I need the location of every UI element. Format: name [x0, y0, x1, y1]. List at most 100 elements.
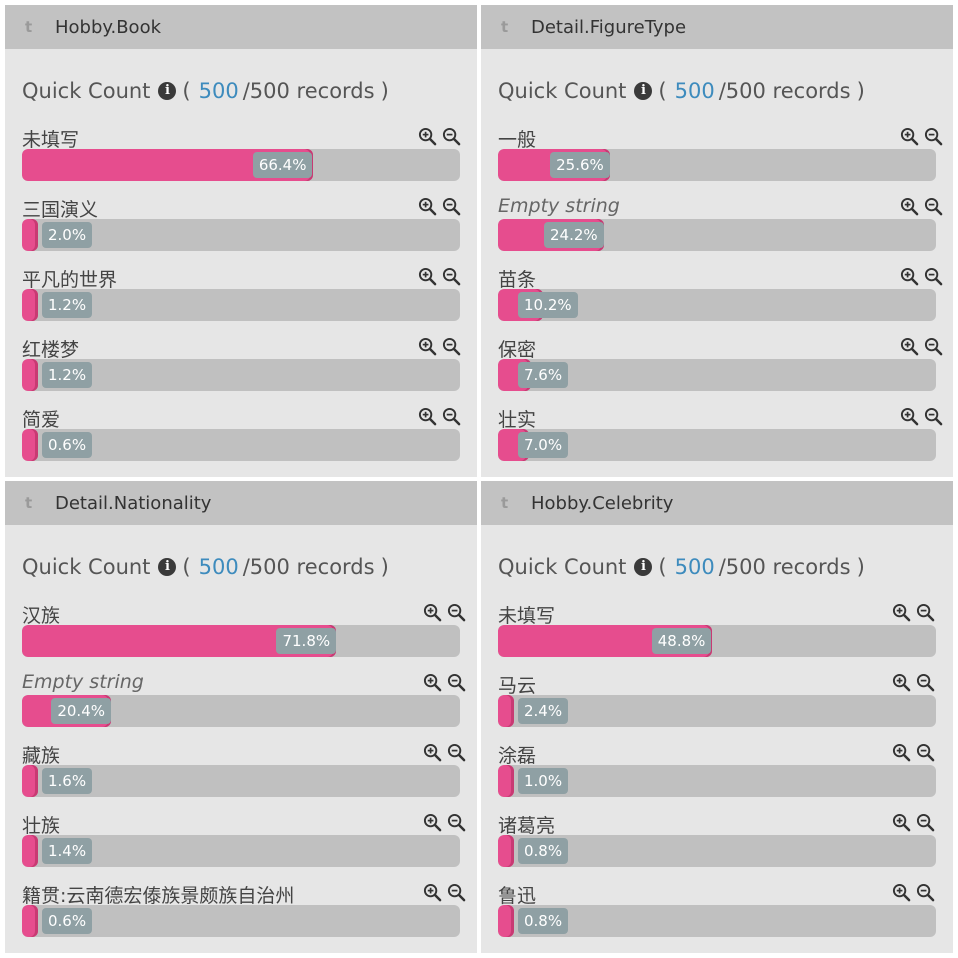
- zoom-out-icon[interactable]: [916, 813, 935, 832]
- zoom-in-icon[interactable]: [418, 407, 437, 426]
- bar-track[interactable]: 0.6%: [22, 905, 460, 937]
- value-label[interactable]: 壮实: [498, 409, 537, 431]
- zoom-out-icon[interactable]: [916, 883, 935, 902]
- record-count-link[interactable]: 500: [674, 79, 715, 103]
- zoom-out-icon[interactable]: [442, 127, 461, 146]
- value-label[interactable]: 诸葛亮: [498, 815, 556, 837]
- value-row[interactable]: 马云 2.4%: [481, 665, 953, 735]
- value-label[interactable]: 未填写: [498, 605, 556, 627]
- bar-track[interactable]: 20.4%: [22, 695, 460, 727]
- zoom-in-icon[interactable]: [900, 127, 919, 146]
- value-label[interactable]: 马云: [498, 675, 537, 697]
- value-row[interactable]: 未填写 66.4%: [5, 119, 477, 189]
- value-row[interactable]: 诸葛亮 0.8%: [481, 805, 953, 875]
- info-icon[interactable]: i: [634, 558, 653, 576]
- value-row[interactable]: 壮实 7.0%: [481, 399, 953, 469]
- zoom-out-icon[interactable]: [924, 337, 943, 356]
- zoom-out-icon[interactable]: [442, 407, 461, 426]
- value-row[interactable]: 三国演义 2.0%: [5, 189, 477, 259]
- value-label[interactable]: 壮族: [22, 815, 61, 837]
- zoom-in-icon[interactable]: [892, 883, 911, 902]
- bar-track[interactable]: 7.6%: [498, 359, 936, 391]
- bar-track[interactable]: 66.4%: [22, 149, 460, 181]
- zoom-out-icon[interactable]: [447, 603, 466, 622]
- bar-track[interactable]: 71.8%: [22, 625, 460, 657]
- value-row[interactable]: 平凡的世界 1.2%: [5, 259, 477, 329]
- value-label[interactable]: 鲁迅: [498, 885, 537, 907]
- value-label[interactable]: 红楼梦: [22, 339, 80, 361]
- zoom-in-icon[interactable]: [900, 197, 919, 216]
- zoom-in-icon[interactable]: [418, 267, 437, 286]
- zoom-in-icon[interactable]: [423, 743, 442, 762]
- value-label[interactable]: 涂磊: [498, 745, 537, 767]
- zoom-in-icon[interactable]: [423, 673, 442, 692]
- bar-track[interactable]: 7.0%: [498, 429, 936, 461]
- zoom-out-icon[interactable]: [924, 127, 943, 146]
- zoom-out-icon[interactable]: [447, 813, 466, 832]
- zoom-in-icon[interactable]: [892, 673, 911, 692]
- zoom-out-icon[interactable]: [447, 883, 466, 902]
- record-count-link[interactable]: 500: [674, 555, 715, 579]
- value-row[interactable]: 保密 7.6%: [481, 329, 953, 399]
- info-icon[interactable]: i: [158, 558, 177, 576]
- value-row[interactable]: 苗条 10.2%: [481, 259, 953, 329]
- value-label[interactable]: 藏族: [22, 745, 61, 767]
- zoom-in-icon[interactable]: [423, 883, 442, 902]
- value-label[interactable]: 三国演义: [22, 199, 99, 221]
- value-row[interactable]: Empty string 20.4%: [5, 665, 477, 735]
- value-label[interactable]: 平凡的世界: [22, 269, 118, 291]
- record-count-link[interactable]: 500: [198, 555, 239, 579]
- record-count-link[interactable]: 500: [198, 79, 239, 103]
- value-row[interactable]: Empty string 24.2%: [481, 189, 953, 259]
- zoom-out-icon[interactable]: [924, 267, 943, 286]
- bar-track[interactable]: 10.2%: [498, 289, 936, 321]
- zoom-out-icon[interactable]: [916, 743, 935, 762]
- value-row[interactable]: 藏族 1.6%: [5, 735, 477, 805]
- value-label[interactable]: Empty string: [22, 671, 144, 693]
- bar-track[interactable]: 1.4%: [22, 835, 460, 867]
- info-icon[interactable]: i: [634, 82, 653, 100]
- value-label[interactable]: 一般: [498, 129, 537, 151]
- zoom-in-icon[interactable]: [900, 407, 919, 426]
- zoom-in-icon[interactable]: [418, 337, 437, 356]
- bar-track[interactable]: 0.6%: [22, 429, 460, 461]
- value-row[interactable]: 一般 25.6%: [481, 119, 953, 189]
- bar-track[interactable]: 1.2%: [22, 289, 460, 321]
- value-label[interactable]: Empty string: [498, 195, 620, 217]
- zoom-out-icon[interactable]: [442, 267, 461, 286]
- value-row[interactable]: 红楼梦 1.2%: [5, 329, 477, 399]
- value-row[interactable]: 壮族 1.4%: [5, 805, 477, 875]
- zoom-in-icon[interactable]: [892, 603, 911, 622]
- bar-track[interactable]: 2.4%: [498, 695, 936, 727]
- value-label[interactable]: 未填写: [22, 129, 80, 151]
- value-row[interactable]: 未填写 48.8%: [481, 595, 953, 665]
- zoom-out-icon[interactable]: [924, 407, 943, 426]
- zoom-out-icon[interactable]: [447, 743, 466, 762]
- bar-track[interactable]: 25.6%: [498, 149, 936, 181]
- bar-track[interactable]: 0.8%: [498, 905, 936, 937]
- value-label[interactable]: 简爱: [22, 409, 61, 431]
- value-label[interactable]: 汉族: [22, 605, 61, 627]
- zoom-in-icon[interactable]: [892, 813, 911, 832]
- bar-track[interactable]: 24.2%: [498, 219, 936, 251]
- bar-track[interactable]: 2.0%: [22, 219, 460, 251]
- value-row[interactable]: 汉族 71.8%: [5, 595, 477, 665]
- bar-track[interactable]: 1.6%: [22, 765, 460, 797]
- zoom-out-icon[interactable]: [916, 673, 935, 692]
- zoom-in-icon[interactable]: [423, 603, 442, 622]
- bar-track[interactable]: 48.8%: [498, 625, 936, 657]
- zoom-in-icon[interactable]: [423, 813, 442, 832]
- value-row[interactable]: 鲁迅 0.8%: [481, 875, 953, 945]
- bar-track[interactable]: 1.0%: [498, 765, 936, 797]
- bar-track[interactable]: 1.2%: [22, 359, 460, 391]
- zoom-in-icon[interactable]: [418, 127, 437, 146]
- zoom-out-icon[interactable]: [442, 337, 461, 356]
- zoom-out-icon[interactable]: [447, 673, 466, 692]
- bar-track[interactable]: 0.8%: [498, 835, 936, 867]
- value-label[interactable]: 苗条: [498, 269, 537, 291]
- zoom-out-icon[interactable]: [442, 197, 461, 216]
- value-label[interactable]: 保密: [498, 339, 537, 361]
- zoom-in-icon[interactable]: [892, 743, 911, 762]
- info-icon[interactable]: i: [158, 82, 177, 100]
- zoom-in-icon[interactable]: [900, 337, 919, 356]
